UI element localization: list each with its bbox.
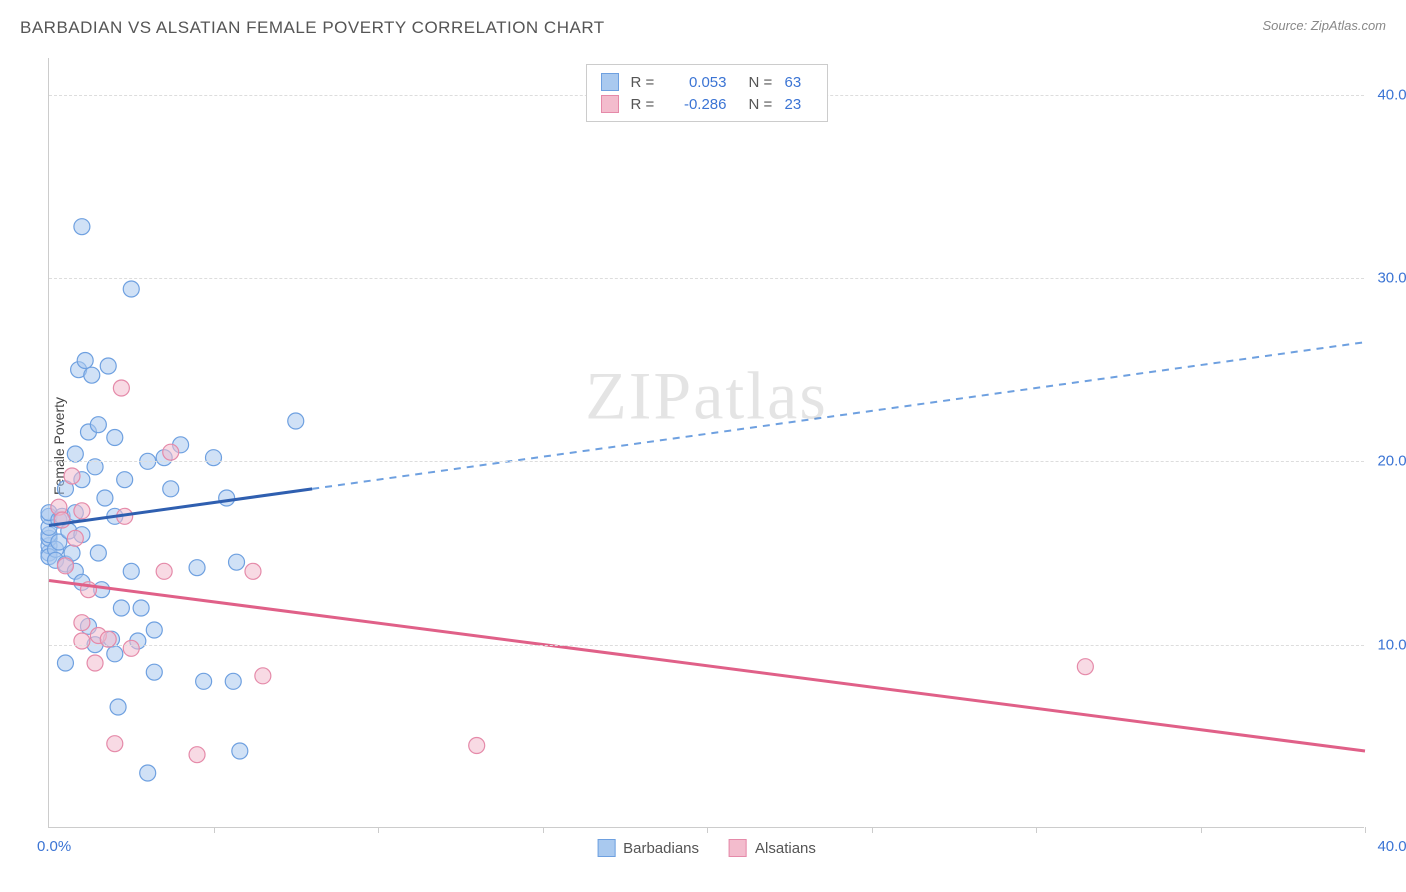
data-point — [110, 699, 126, 715]
data-point — [123, 640, 139, 656]
data-point — [232, 743, 248, 759]
x-tick — [707, 827, 708, 833]
y-tick-label: 30.0% — [1377, 270, 1406, 287]
data-point — [67, 446, 83, 462]
data-point — [90, 545, 106, 561]
gridline — [49, 461, 1364, 462]
swatch-barbadians-bottom — [597, 839, 615, 857]
data-point — [84, 367, 100, 383]
legend-item-barbadians: Barbadians — [597, 839, 699, 857]
data-point — [133, 600, 149, 616]
x-axis-max-label: 40.0% — [1377, 838, 1406, 855]
data-point — [189, 747, 205, 763]
x-tick — [214, 827, 215, 833]
x-tick — [1365, 827, 1366, 833]
data-point — [57, 558, 73, 574]
data-point — [225, 673, 241, 689]
data-point — [117, 472, 133, 488]
data-point — [107, 430, 123, 446]
data-point — [74, 633, 90, 649]
data-point — [123, 563, 139, 579]
trend-line-barbadians-dashed — [312, 342, 1365, 489]
data-point — [156, 563, 172, 579]
legend-row-alsatians: R = -0.286 N = 23 — [601, 93, 813, 115]
correlation-legend: R = 0.053 N = 63 R = -0.286 N = 23 — [586, 64, 828, 122]
data-point — [288, 413, 304, 429]
data-point — [146, 622, 162, 638]
data-point — [146, 664, 162, 680]
data-point — [189, 560, 205, 576]
gridline — [49, 278, 1364, 279]
source-attribution: Source: ZipAtlas.com — [1262, 18, 1386, 33]
r-value-alsatians: -0.286 — [667, 96, 727, 113]
data-point — [74, 219, 90, 235]
data-point — [90, 417, 106, 433]
series-legend: Barbadians Alsatians — [597, 839, 816, 857]
y-tick-label: 10.0% — [1377, 636, 1406, 653]
chart-plot-area: ZIPatlas R = 0.053 N = 63 R = -0.286 N =… — [48, 58, 1364, 828]
data-point — [123, 281, 139, 297]
n-value-alsatians: 23 — [785, 96, 813, 113]
swatch-alsatians-bottom — [729, 839, 747, 857]
data-point — [74, 503, 90, 519]
r-value-barbadians: 0.053 — [667, 74, 727, 91]
data-point — [229, 554, 245, 570]
x-tick — [872, 827, 873, 833]
data-point — [67, 530, 83, 546]
x-tick — [1201, 827, 1202, 833]
chart-title: BARBADIAN VS ALSATIAN FEMALE POVERTY COR… — [20, 18, 605, 37]
x-tick — [1036, 827, 1037, 833]
legend-item-alsatians: Alsatians — [729, 839, 816, 857]
data-point — [57, 655, 73, 671]
data-point — [469, 738, 485, 754]
y-tick-label: 20.0% — [1377, 453, 1406, 470]
data-point — [77, 353, 93, 369]
data-point — [100, 358, 116, 374]
data-point — [163, 481, 179, 497]
n-value-barbadians: 63 — [785, 74, 813, 91]
x-tick — [543, 827, 544, 833]
data-point — [206, 450, 222, 466]
data-point — [107, 646, 123, 662]
scatter-svg — [49, 58, 1364, 827]
data-point — [255, 668, 271, 684]
data-point — [245, 563, 261, 579]
swatch-barbadians — [601, 73, 619, 91]
data-point — [113, 380, 129, 396]
gridline — [49, 645, 1364, 646]
data-point — [219, 490, 235, 506]
swatch-alsatians — [601, 95, 619, 113]
data-point — [87, 655, 103, 671]
data-point — [1077, 659, 1093, 675]
data-point — [113, 600, 129, 616]
x-axis-min-label: 0.0% — [37, 838, 71, 855]
data-point — [163, 444, 179, 460]
y-tick-label: 40.0% — [1377, 86, 1406, 103]
data-point — [196, 673, 212, 689]
legend-row-barbadians: R = 0.053 N = 63 — [601, 71, 813, 93]
data-point — [64, 468, 80, 484]
data-point — [140, 765, 156, 781]
data-point — [74, 615, 90, 631]
data-point — [97, 490, 113, 506]
x-tick — [378, 827, 379, 833]
data-point — [107, 736, 123, 752]
trend-line-alsatians — [49, 581, 1365, 752]
